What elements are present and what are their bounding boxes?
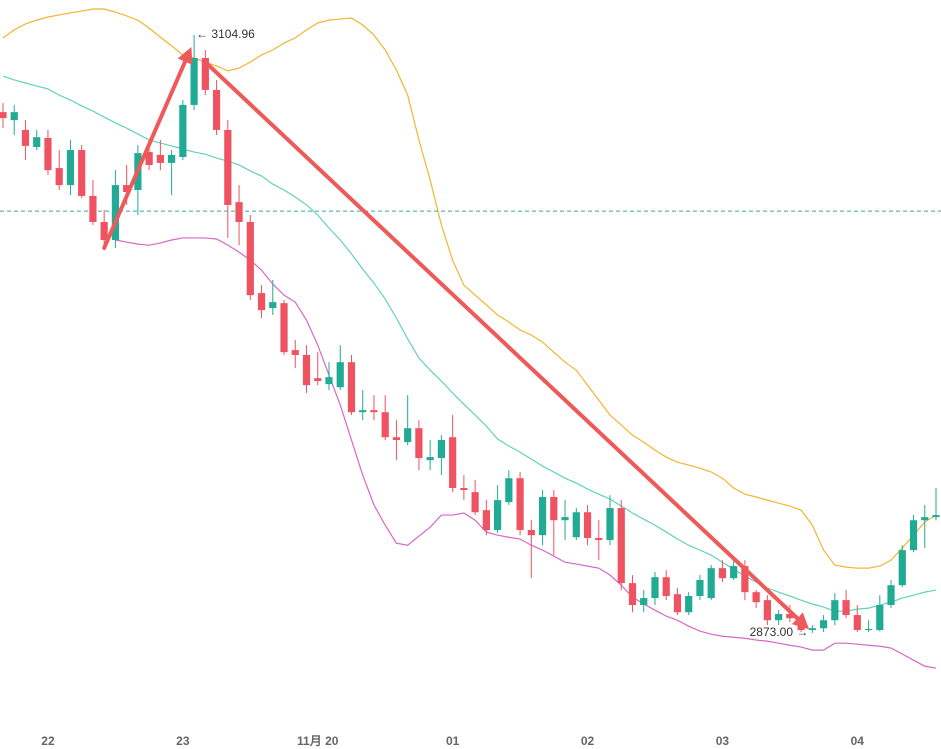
- candle-body: [819, 620, 828, 629]
- candle-body: [471, 492, 479, 513]
- candle-body: [673, 594, 682, 613]
- candle-body: [831, 600, 839, 621]
- candle-body: [302, 354, 311, 386]
- candle-body: [482, 510, 490, 531]
- candle-body: [336, 362, 344, 388]
- candle-body: [494, 500, 502, 531]
- candle-body: [190, 58, 198, 105]
- candle-body: [628, 583, 637, 606]
- candle-body: [66, 150, 75, 186]
- candle-body: [561, 517, 569, 521]
- candle-body: [640, 598, 648, 606]
- candle-body: [707, 568, 715, 599]
- candle-body: [269, 302, 277, 309]
- band-line: [2, 75, 937, 612]
- candle-body: [651, 577, 659, 599]
- candle-body: [538, 497, 547, 536]
- candle-body: [572, 512, 580, 538]
- candle-body: [111, 185, 120, 240]
- candle-body: [550, 497, 558, 521]
- candle-body: [10, 112, 18, 121]
- trend-arrow: [205, 62, 810, 630]
- candle-body: [505, 478, 513, 503]
- x-tick-label: 03: [716, 734, 730, 748]
- high-annotation: ← 3104.96: [196, 27, 255, 41]
- candle-body: [662, 577, 670, 597]
- trend-arrow: [102, 47, 193, 250]
- candle-body: [864, 629, 873, 631]
- candle-body: [415, 428, 423, 459]
- candle-body: [808, 628, 816, 631]
- candle-body: [44, 137, 52, 171]
- candle-body: [853, 615, 861, 631]
- candle-body: [842, 600, 850, 616]
- candle-body: [21, 129, 30, 146]
- candle-body: [212, 89, 221, 130]
- candle-body: [78, 150, 86, 196]
- candle-body: [752, 592, 760, 603]
- candle-body: [741, 566, 749, 593]
- candle-body: [460, 487, 468, 491]
- candle-body: [449, 437, 457, 488]
- candle-body: [33, 137, 41, 147]
- candle-body: [89, 195, 97, 222]
- candle-body: [314, 378, 322, 382]
- candle-body: [347, 362, 356, 413]
- candle-body: [718, 568, 727, 579]
- x-tick-label: 04: [851, 734, 865, 748]
- x-tick-label: 02: [581, 734, 595, 748]
- candle-body: [932, 515, 940, 518]
- candle-body: [786, 614, 794, 619]
- candle-body: [123, 185, 131, 193]
- candle-body: [617, 508, 625, 584]
- candle-body: [606, 508, 614, 541]
- low-annotation: 2873.00 →: [750, 625, 809, 639]
- x-tick-label: 11月 20: [297, 734, 339, 748]
- candle-body: [909, 520, 918, 551]
- candle-body: [898, 550, 906, 586]
- candle-body: [246, 221, 254, 296]
- x-tick-label: 01: [446, 734, 460, 748]
- candle-body: [583, 512, 592, 539]
- candle-body: [392, 437, 401, 441]
- candle-body: [730, 566, 738, 579]
- candle-body: [168, 154, 176, 163]
- candle-body: [696, 580, 704, 597]
- candle-body: [179, 104, 187, 157]
- candle-body: [325, 377, 333, 385]
- candle-body: [156, 154, 164, 163]
- candle-body: [404, 428, 412, 443]
- candle-body: [201, 58, 209, 90]
- candle-body: [381, 412, 389, 438]
- candle-body: [280, 303, 288, 353]
- x-tick-label: 22: [41, 734, 55, 748]
- candle-body: [0, 112, 7, 119]
- candle-body: [921, 517, 929, 521]
- candle-body: [359, 410, 367, 413]
- candle-body: [55, 168, 63, 186]
- candle-body: [775, 614, 783, 621]
- candle-body: [516, 478, 524, 531]
- candle-body: [145, 152, 153, 165]
- candle-body: [763, 600, 771, 621]
- candle-body: [426, 457, 434, 461]
- candle-body: [235, 202, 243, 222]
- candle-body: [685, 596, 693, 613]
- band-line: [2, 8, 937, 569]
- candle-body: [257, 293, 266, 311]
- candle-body: [595, 538, 603, 541]
- candle-body: [876, 605, 884, 631]
- candle-body: [887, 585, 895, 606]
- x-tick-label: 23: [176, 734, 190, 748]
- candle-body: [370, 410, 378, 413]
- candle-body: [100, 221, 108, 240]
- candle-body: [291, 350, 299, 355]
- candle-body: [224, 129, 232, 205]
- candle-body: [527, 530, 535, 536]
- candle-body: [437, 440, 445, 459]
